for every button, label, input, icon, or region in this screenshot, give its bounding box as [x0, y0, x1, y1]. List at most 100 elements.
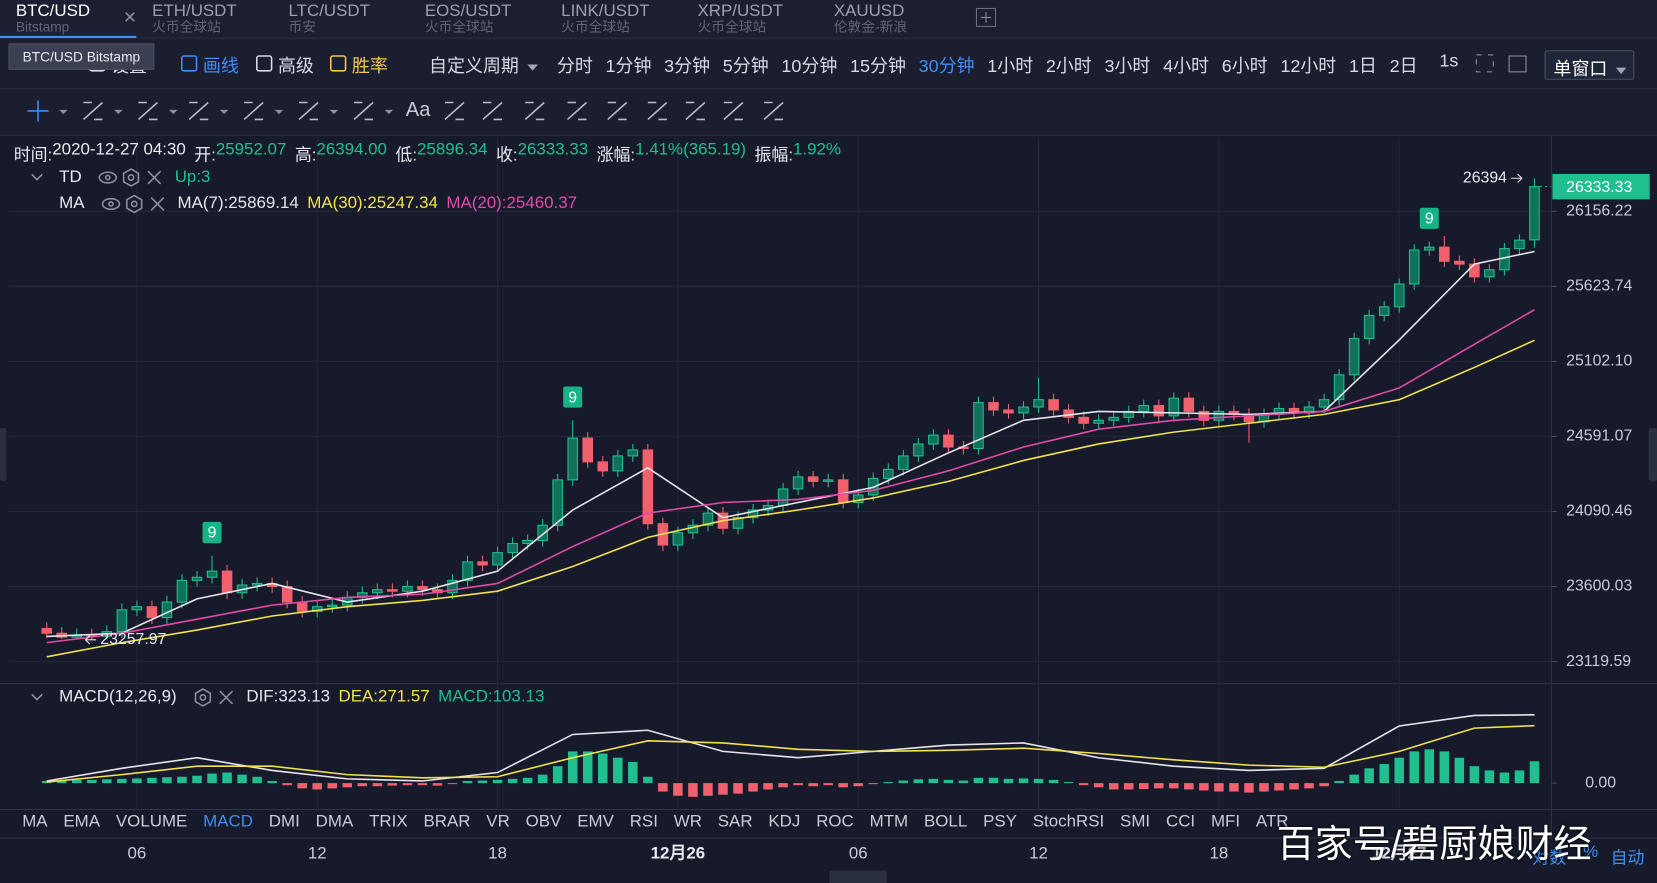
indicator-tab[interactable]: MTM — [869, 812, 909, 831]
fullscreen-icon[interactable] — [1475, 54, 1494, 73]
indicator-tab[interactable]: BOLL — [923, 812, 968, 831]
tool-icon[interactable] — [607, 101, 628, 121]
period[interactable]: 3分钟 — [664, 56, 711, 77]
icon-eye[interactable] — [97, 168, 120, 187]
period[interactable]: 30分钟 — [918, 56, 975, 77]
tab[interactable]: XAUUSD 伦敦金-新浪 — [818, 2, 954, 38]
tab[interactable]: BTC/USD Bitstamp — [0, 2, 136, 38]
toolbar-item[interactable]: 胜率 — [351, 56, 388, 77]
tool-icon[interactable] — [82, 101, 104, 121]
indicator-name[interactable]: MA — [59, 194, 85, 213]
bottom-handle[interactable] — [829, 870, 887, 883]
tool-icon[interactable] — [353, 101, 374, 121]
indicator-tab[interactable]: DMI — [268, 812, 300, 831]
indicator-tab[interactable]: SAR — [717, 812, 753, 831]
period[interactable]: 10分钟 — [781, 56, 838, 77]
new-tab[interactable] — [975, 7, 997, 27]
custom-period[interactable]: 自定义周期 — [429, 51, 538, 77]
indicator-tab[interactable]: KDJ — [768, 812, 801, 831]
toolbar-item[interactable]: 画线 — [202, 56, 239, 77]
interval[interactable]: 1s — [1439, 50, 1459, 71]
candle-body — [1423, 246, 1435, 251]
indicator-name[interactable]: MACD(12,26,9) — [59, 687, 177, 706]
period[interactable]: 4小时 — [1163, 56, 1210, 77]
indicator-tab[interactable]: TRIX — [369, 812, 408, 831]
period[interactable]: 2小时 — [1045, 56, 1092, 77]
indicator-tab[interactable]: CCI — [1165, 812, 1196, 831]
axis-option[interactable]: % — [1583, 843, 1599, 862]
period[interactable]: 1小时 — [987, 56, 1034, 77]
period[interactable]: 3小时 — [1104, 56, 1151, 77]
tab[interactable]: EOS/USDT 火币全球站 — [409, 2, 545, 38]
indicator-tab[interactable]: DMA — [315, 812, 354, 831]
axis-option[interactable]: 对数 — [1532, 849, 1567, 868]
tab[interactable]: LTC/USDT 币安 — [273, 2, 409, 38]
period[interactable]: 2日 — [1389, 56, 1418, 77]
indicator-list: MA EMA VOLUME MACD DMI DMA TRIX BRAR VR OBV EMV RSI… — [22, 813, 1288, 832]
macd-bar — [102, 779, 112, 784]
tool-icon[interactable] — [444, 101, 465, 121]
tool-icon[interactable] — [137, 101, 158, 121]
macd-bar — [462, 780, 473, 784]
macd-bar — [522, 777, 533, 784]
tool-icon[interactable] — [763, 101, 784, 121]
indicator-tab[interactable]: MFI — [1210, 812, 1241, 831]
side-handle[interactable] — [1648, 428, 1657, 481]
toolbar-item[interactable]: 高级 — [277, 56, 314, 77]
indicator-tab[interactable]: RSI — [629, 812, 658, 831]
icon-x[interactable] — [146, 194, 169, 213]
period[interactable]: 6小时 — [1221, 56, 1268, 77]
indicator-tab[interactable]: BRAR — [423, 812, 471, 831]
tool-icon[interactable] — [647, 101, 668, 121]
period[interactable]: 1分钟 — [605, 56, 652, 77]
icon-caret[interactable] — [25, 168, 48, 187]
indicator-tab[interactable]: ATR — [1255, 812, 1289, 831]
y-tick-label: 24591.07 — [1566, 428, 1632, 445]
macd-bar — [643, 776, 653, 784]
indicator-tab[interactable]: SMI — [1120, 812, 1151, 831]
icon-x[interactable] — [143, 168, 166, 187]
tool-icon[interactable] — [685, 101, 706, 121]
tool-icon[interactable] — [188, 101, 209, 121]
indicator-tab[interactable]: MACD — [203, 812, 253, 831]
icon-caret[interactable] — [25, 688, 48, 707]
tool-icon[interactable] — [482, 101, 503, 121]
indicator-tab[interactable]: EMV — [577, 812, 614, 831]
indicator-tab[interactable]: PSY — [983, 812, 1017, 831]
icon-eye[interactable] — [99, 194, 122, 213]
icon-gear[interactable] — [120, 168, 143, 187]
indicator-tab[interactable]: ROC — [816, 812, 854, 831]
tool-icon[interactable] — [566, 101, 588, 121]
period[interactable]: 12小时 — [1280, 56, 1337, 77]
side-handle[interactable] — [0, 428, 7, 481]
tool-icon[interactable] — [723, 101, 744, 121]
tool-icon[interactable] — [298, 101, 319, 121]
text-tool[interactable]: Aa — [405, 99, 431, 122]
candle-body — [1078, 416, 1089, 424]
candle-body — [567, 437, 578, 481]
period[interactable]: 1日 — [1348, 56, 1377, 77]
window-mode[interactable]: 单窗口 — [1553, 54, 1626, 80]
indicator-tab[interactable]: EMA — [63, 812, 101, 831]
indicator-tab[interactable]: VOLUME — [115, 812, 188, 831]
period[interactable]: 分时 — [556, 56, 593, 77]
indicator-tab[interactable]: OBV — [525, 812, 562, 831]
indicator-tab[interactable]: MA — [22, 812, 48, 831]
icon-gear[interactable] — [191, 688, 214, 707]
tab[interactable]: ETH/USDT 火币全球站 — [136, 2, 272, 38]
tab[interactable]: XRP/USDT 火币全球站 — [682, 2, 818, 38]
indicator-tab[interactable]: StochRSI — [1032, 812, 1105, 831]
period[interactable]: 15分钟 — [850, 56, 906, 77]
indicator-tab[interactable]: WR — [673, 812, 702, 831]
indicator-tab[interactable]: VR — [486, 812, 510, 831]
tab[interactable]: LINK/USDT 火币全球站 — [545, 2, 681, 38]
popout-icon[interactable] — [1508, 55, 1527, 73]
icon-x[interactable] — [215, 688, 238, 707]
axis-option[interactable]: 自动 — [1610, 849, 1645, 868]
period[interactable]: 5分钟 — [722, 56, 769, 77]
icon-gear[interactable] — [123, 194, 146, 214]
tool-icon[interactable] — [243, 101, 264, 121]
tool-icon[interactable] — [524, 101, 545, 121]
indicator-name[interactable]: TD — [59, 168, 82, 186]
candle-body — [417, 586, 428, 591]
